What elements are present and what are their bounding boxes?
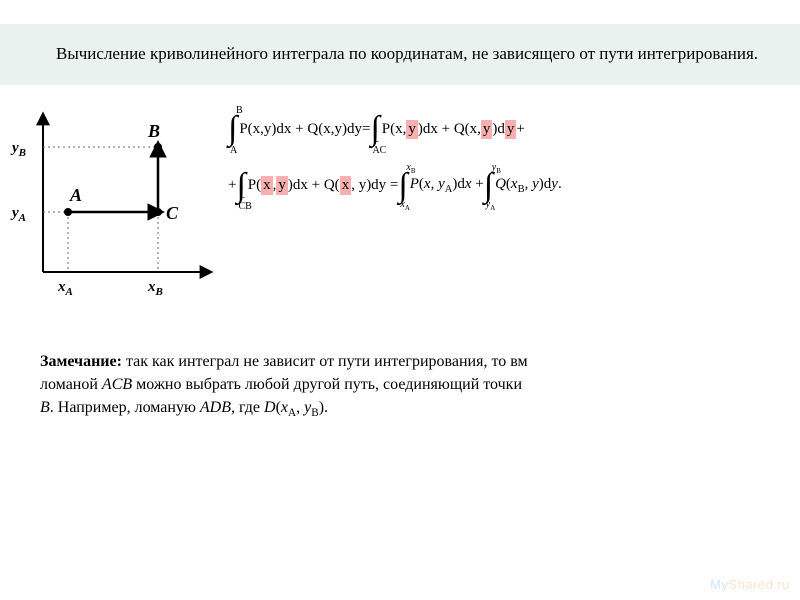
f3a: P( xyxy=(248,177,261,194)
int-bot: xA xyxy=(400,199,410,212)
int-top: xB xyxy=(406,162,415,175)
graph-column: A B C yB yA xA xB xyxy=(8,107,228,302)
int-bot: A xyxy=(230,145,237,156)
integral-sign-icon: ∫ xyxy=(228,115,237,144)
f1b: y xyxy=(264,121,272,138)
f2e: )d xyxy=(492,121,505,138)
remark-t3: B. Например, ломаную ADB, где D(xA, yB). xyxy=(40,399,328,416)
svg-text:A: A xyxy=(69,185,82,205)
remark-t1: так как интеграл не зависит от пути инте… xyxy=(122,353,528,370)
watermark: MyShared.ru xyxy=(710,577,790,592)
f3d-hi: y xyxy=(276,176,288,195)
integral-5: yB ∫ yA xyxy=(484,172,493,201)
int-top: yB xyxy=(492,162,501,175)
integral-3: ∫ CB xyxy=(236,172,245,201)
remark-bold: Замечание: xyxy=(40,353,122,370)
formula-line-1: B ∫ A P(x, y )dx + Q(x, y )d y = ∫ AC P(… xyxy=(228,115,800,144)
f2a: P(x, xyxy=(382,121,407,138)
f1d: y xyxy=(334,121,342,138)
remark-block: Замечание: так как интеграл не зависит о… xyxy=(40,350,760,422)
int-bot-arc: AC xyxy=(372,145,386,156)
integral-4: xB ∫ xA xyxy=(398,172,407,201)
svg-text:yA: yA xyxy=(10,205,26,224)
f4a: P(x, yA)dx + xyxy=(410,176,484,195)
formula-column: B ∫ A P(x, y )dx + Q(x, y )d y = ∫ AC P(… xyxy=(228,107,800,302)
watermark-right: Shared.ru xyxy=(728,577,790,592)
svg-text:yB: yB xyxy=(10,140,26,159)
f3f-hi: x xyxy=(340,176,352,195)
content-row: A B C yB yA xA xB B ∫ A P(x, y )dx + Q(x… xyxy=(0,107,800,302)
remark-t2: ломаной ACB можно выбрать любой другой п… xyxy=(40,376,522,393)
f1f: y xyxy=(354,121,362,138)
svg-text:xA: xA xyxy=(57,279,73,297)
watermark-left: My xyxy=(710,577,728,592)
f1e: )d xyxy=(342,121,355,138)
f2d-hi: y xyxy=(481,120,493,139)
f2g: + xyxy=(516,121,524,138)
f1a: P(x, xyxy=(239,121,264,138)
f3g: , y)dy = xyxy=(351,177,398,194)
integral-sign-icon: ∫ xyxy=(484,172,493,201)
svg-text:B: B xyxy=(147,121,160,141)
f3b-hi: x xyxy=(261,176,273,195)
coordinate-graph: A B C yB yA xA xB xyxy=(8,107,218,297)
formula-line-2: + ∫ CB P( x , y )dx + Q( x , y)dy = xB ∫… xyxy=(228,172,800,201)
integral-1: B ∫ A xyxy=(228,115,237,144)
f5a: Q(xB, y)dy. xyxy=(495,176,562,195)
svg-text:C: C xyxy=(166,203,179,223)
header-box: Вычисление криволинейного интеграла по к… xyxy=(0,24,800,85)
int-bot: yA xyxy=(486,199,496,212)
f3e: )dx + Q( xyxy=(288,177,340,194)
int-top: B xyxy=(236,105,243,116)
f1c: )dx + Q(x, xyxy=(271,121,334,138)
integral-2: ∫ AC xyxy=(370,115,379,144)
f2f-hi: y xyxy=(505,120,517,139)
f2c: )dx + Q(x, xyxy=(418,121,481,138)
integral-sign-icon: ∫ xyxy=(398,172,407,201)
int-bot-arc: CB xyxy=(238,201,251,212)
header-text: Вычисление криволинейного интеграла по к… xyxy=(56,44,758,63)
svg-text:xB: xB xyxy=(147,279,163,297)
f2b-hi: y xyxy=(406,120,418,139)
